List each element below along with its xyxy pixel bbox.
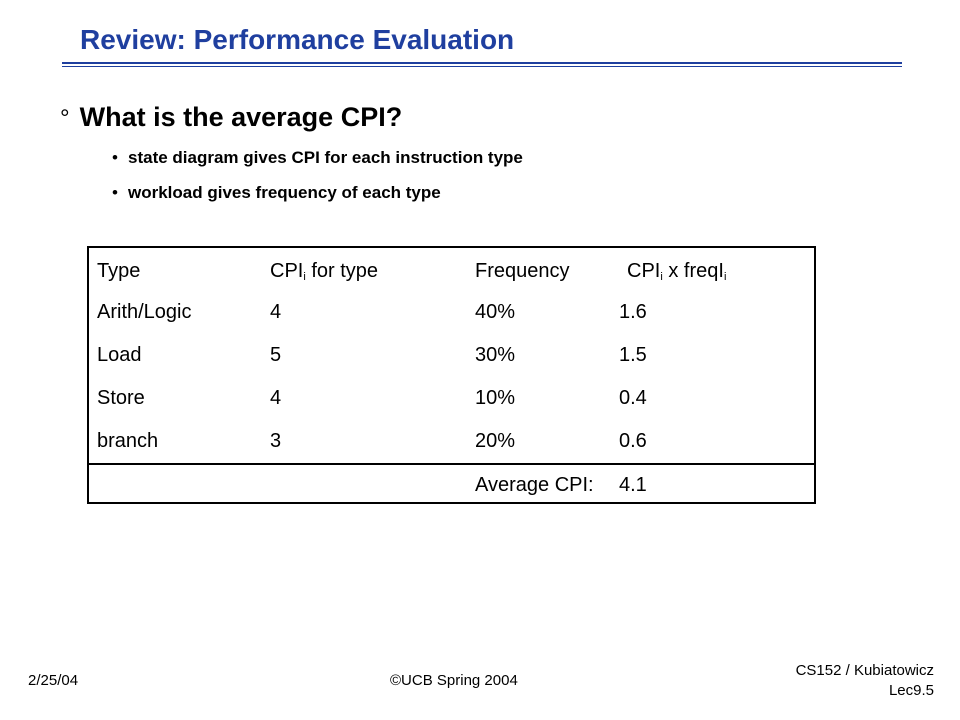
header-type: Type — [97, 260, 141, 282]
average-cpi-label: Average CPI: — [475, 474, 594, 496]
row-cpi: 3 — [270, 430, 282, 452]
row-cpi: 4 — [270, 301, 282, 323]
average-cpi-value: 4.1 — [619, 474, 647, 496]
header-frequency: Frequency — [475, 260, 570, 282]
row-frequency: 40% — [475, 301, 516, 323]
row-frequency: 10% — [475, 387, 516, 409]
row-type: branch — [97, 430, 159, 452]
sub-bullet-text: state diagram gives CPI for each instruc… — [128, 148, 523, 167]
bullet-dot: • — [112, 183, 118, 202]
bullet-dot: • — [112, 148, 118, 167]
header-product: CPIi x freqIi — [627, 260, 727, 283]
footer-copyright: ©UCB Spring 2004 — [390, 672, 518, 689]
title-underline — [62, 62, 902, 64]
row-type: Store — [97, 387, 145, 409]
footer-date: 2/25/04 — [28, 672, 79, 689]
row-type: Arith/Logic — [97, 301, 192, 323]
row-product: 0.4 — [619, 387, 647, 409]
row-product: 0.6 — [619, 430, 647, 452]
footer-course-name: CS152 / Kubiatowicz — [795, 662, 934, 679]
slide-title: Review: Performance Evaluation — [80, 24, 515, 55]
main-question: What is the average CPI? — [79, 102, 403, 132]
sub-bullet-text: workload gives frequency of each type — [128, 183, 441, 202]
sub-bullet-2: • workload gives frequency of each type — [112, 183, 441, 203]
row-frequency: 20% — [475, 430, 516, 452]
row-type: Load — [97, 344, 142, 366]
main-bullet: ° What is the average CPI? — [60, 102, 402, 133]
table-divider — [89, 463, 814, 465]
footer-course: CS152 / Kubiatowicz Lec9.5 — [796, 661, 934, 701]
footer-lecture: Lec9.5 — [888, 682, 934, 699]
row-product: 1.5 — [619, 344, 647, 366]
row-product: 1.6 — [619, 301, 647, 323]
bullet-mark: ° — [60, 105, 70, 132]
row-frequency: 30% — [475, 344, 516, 366]
title-underline-thin — [62, 66, 902, 67]
row-cpi: 4 — [270, 387, 282, 409]
cpi-table: Type CPIi for type Frequency CPIi x freq… — [87, 246, 816, 504]
header-cpi: CPIi for type — [270, 260, 379, 283]
sub-bullet-1: • state diagram gives CPI for each instru… — [112, 148, 523, 168]
row-cpi: 5 — [270, 344, 282, 366]
